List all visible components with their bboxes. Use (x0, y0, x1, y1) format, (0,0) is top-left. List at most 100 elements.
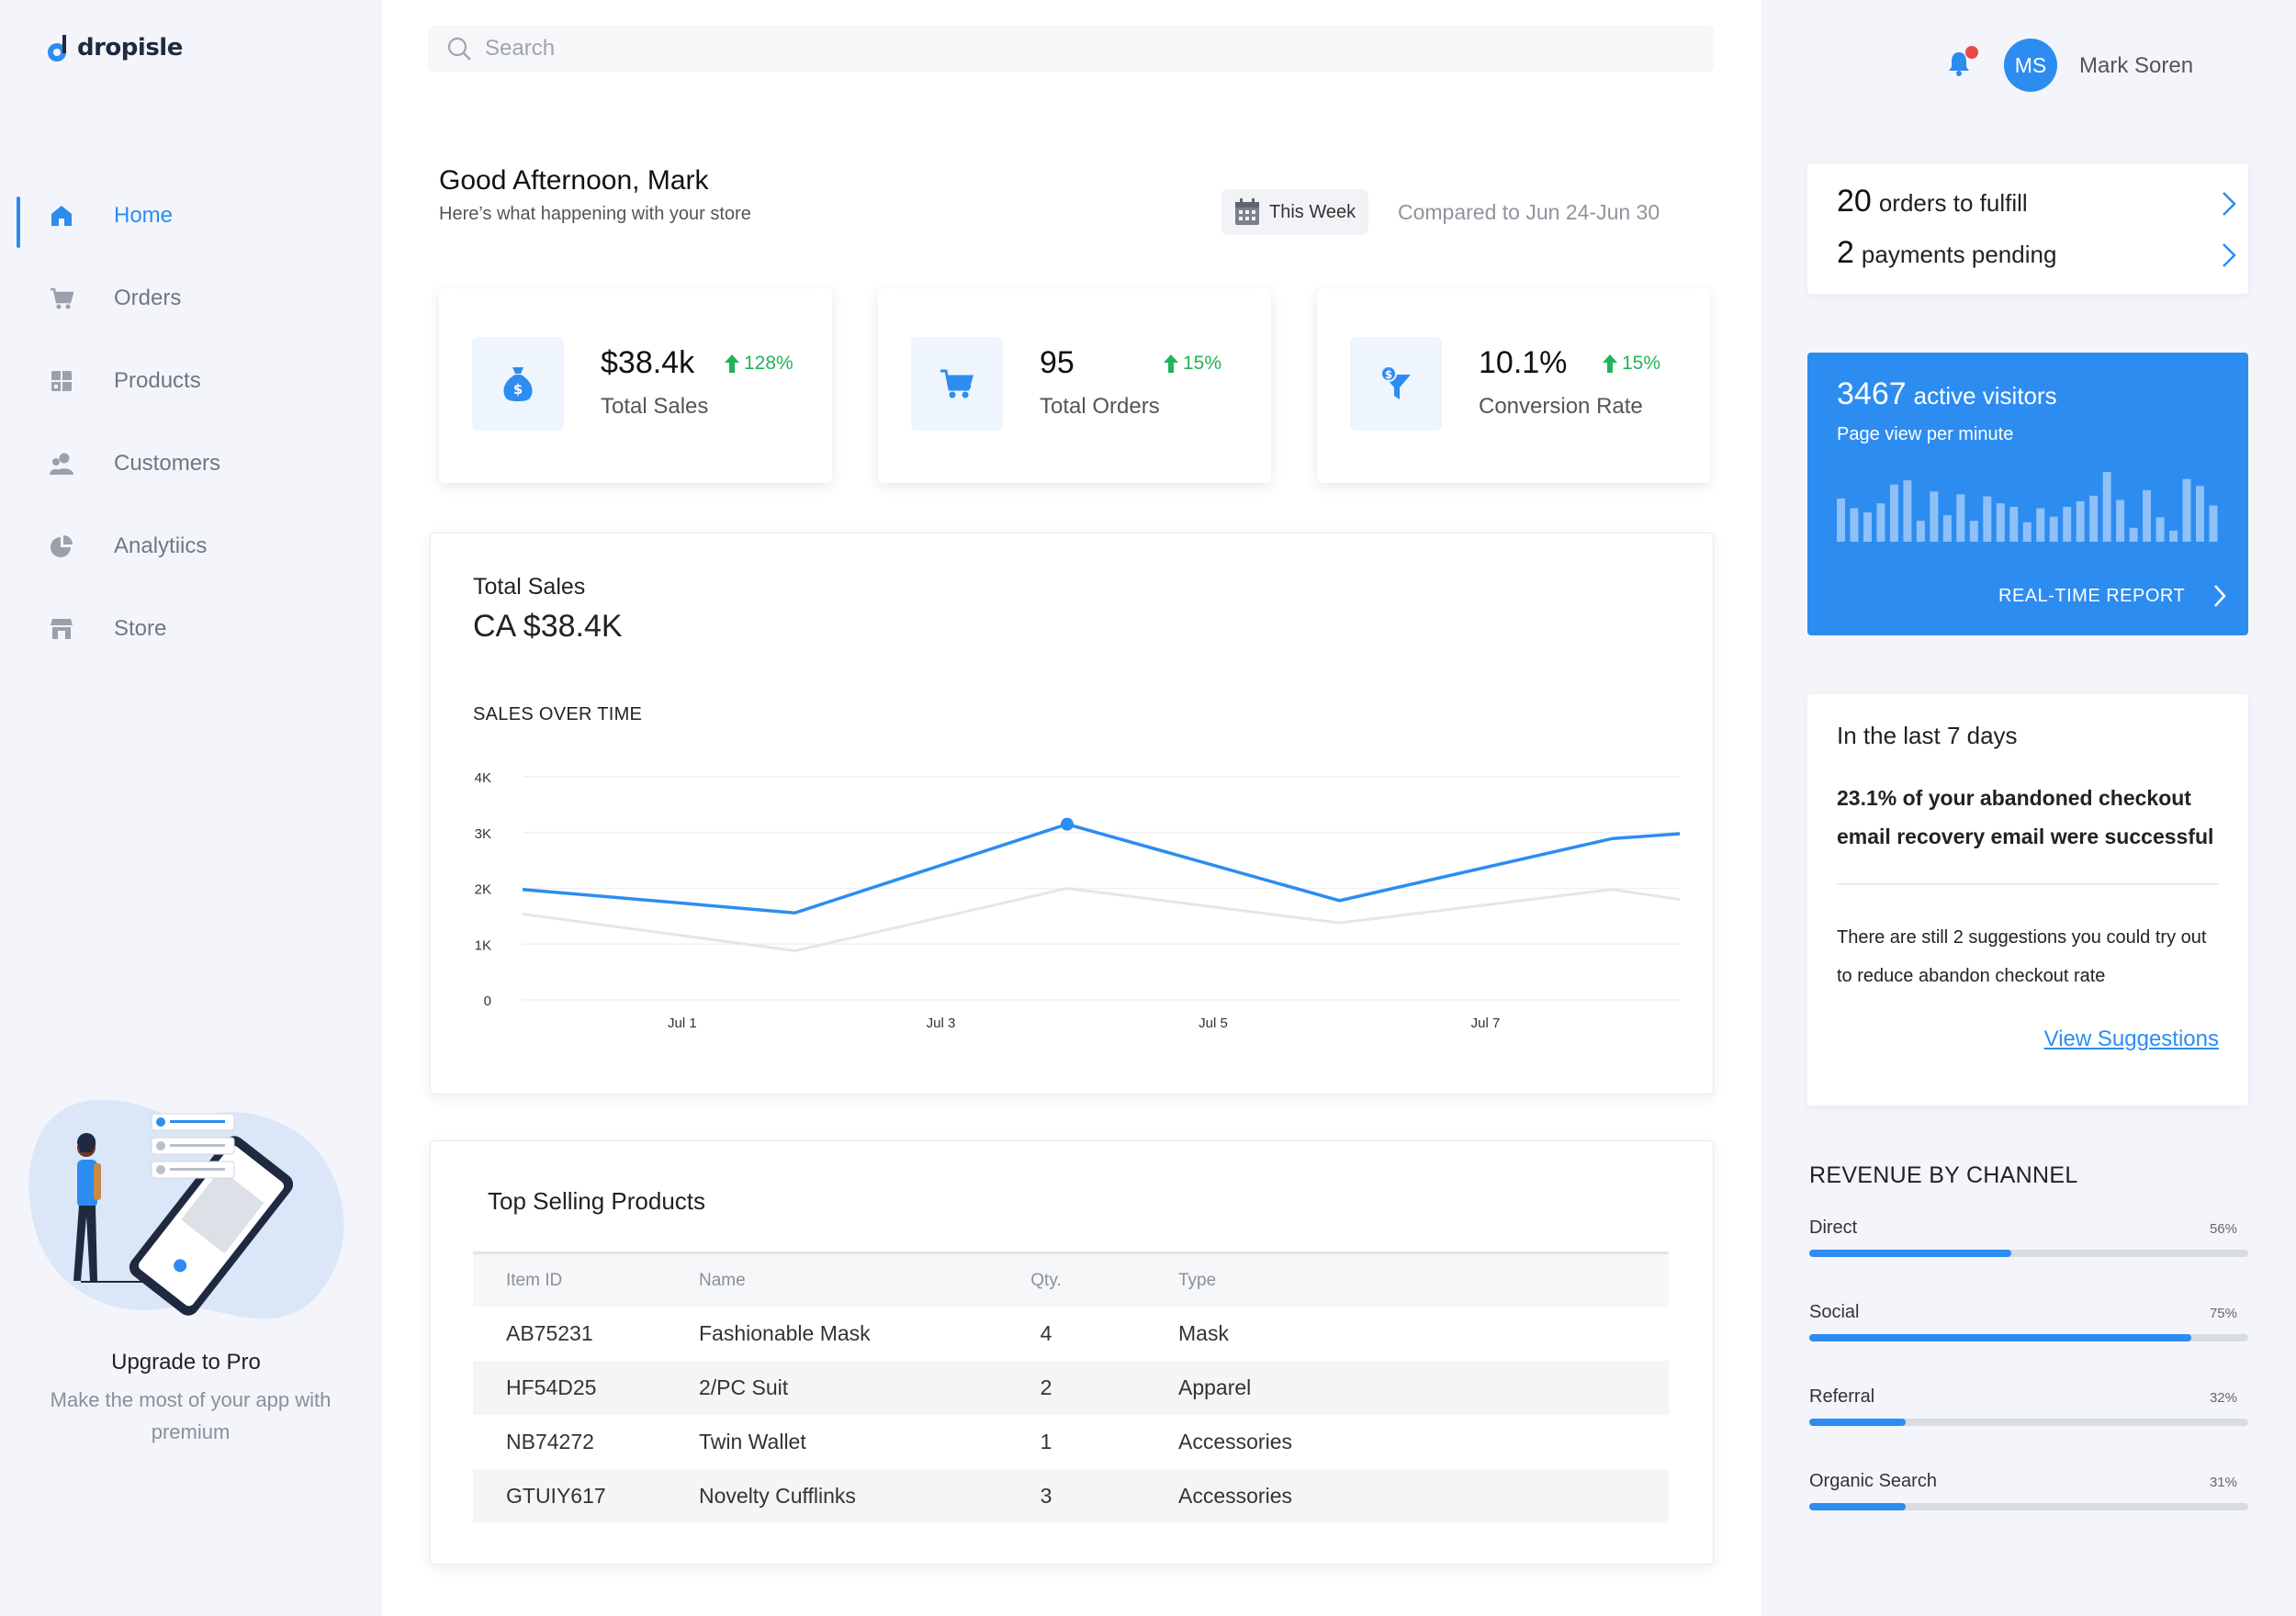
task-count: 2 (1837, 235, 1854, 270)
bell-icon (1949, 52, 1969, 76)
kpi-value: 95 (1040, 345, 1075, 380)
task-count: 20 (1837, 184, 1872, 219)
kpi-delta: 128% (724, 353, 793, 375)
channel-percent: 75% (2209, 1306, 2237, 1321)
y-tick-label: 3K (475, 826, 491, 842)
sidebar: dropisle Home Orders Products Customers (0, 0, 382, 1616)
pageview-bar (2129, 527, 2138, 542)
cell-type: Accessories (1178, 1484, 1292, 1508)
products-table: Item ID Name Qty. Type AB75231 Fashionab… (473, 1251, 1669, 1523)
cell-name: Twin Wallet (699, 1430, 806, 1453)
revenue-channel-referral: Referral 32% (1809, 1386, 2248, 1426)
kpi-value: $38.4k (601, 345, 695, 380)
pageview-bar (1930, 491, 1939, 542)
sidebar-item-label: Products (114, 368, 201, 393)
cell-name: Fashionable Mask (699, 1321, 871, 1345)
search-input[interactable] (485, 36, 1679, 62)
insight-text: There are still 2 suggestions you could … (1837, 927, 2207, 986)
sidebar-item-home[interactable]: Home (0, 174, 382, 257)
table-row[interactable]: AB75231 Fashionable Mask 4 Mask (473, 1307, 1669, 1361)
cart-icon (48, 285, 75, 312)
table-row[interactable]: GTUIY617 Novelty Cufflinks 3 Accessories (473, 1469, 1669, 1523)
channel-name: Social (1809, 1302, 1860, 1322)
top-selling-products-card: Top Selling Products Item ID Name Qty. T… (430, 1140, 1714, 1565)
greeting: Good Afternoon, Mark Here’s what happeni… (439, 165, 751, 225)
x-tick-label: Jul 1 (668, 1016, 697, 1031)
arrow-up-icon (725, 354, 739, 373)
channel-progress-track (1809, 1250, 2248, 1257)
search-icon (447, 37, 471, 61)
sidebar-item-products[interactable]: Products (0, 340, 382, 422)
x-tick-label: Jul 5 (1199, 1016, 1228, 1031)
pageview-bar (1889, 484, 1898, 542)
table-row[interactable]: HF54D25 2/PC Suit 2 Apparel (473, 1361, 1669, 1415)
promo-title: Upgrade to Pro (111, 1350, 261, 1375)
logo[interactable]: dropisle (46, 31, 183, 64)
insight-highlight: 23.1% of your abandoned checkout email r… (1837, 786, 2214, 848)
sidebar-item-label: Home (114, 203, 174, 228)
task-text: orders to fulfill (1878, 189, 2028, 217)
sidebar-item-label: Customers (114, 451, 221, 476)
notifications-button[interactable] (1945, 46, 1978, 82)
kpi-card-conversion-rate[interactable]: $ 10.1% Conversion Rate 15% (1317, 288, 1710, 483)
kpi-card-total-orders[interactable]: 95 Total Orders 15% (878, 288, 1271, 483)
promo-subtitle: Make the most of your app with premium (50, 1388, 332, 1443)
pageview-bar (2076, 500, 2085, 542)
realtime-report-link[interactable]: REAL-TIME REPORT (1998, 584, 2227, 608)
visitors-heading: 3467 active visitors (1837, 376, 2057, 412)
sidebar-item-label: Analytiics (114, 533, 208, 558)
svg-text:$: $ (513, 381, 523, 398)
cell-item-id: HF54D25 (506, 1375, 597, 1399)
sidebar-item-orders[interactable]: Orders (0, 257, 382, 340)
cell-type: Mask (1178, 1321, 1229, 1345)
column-header[interactable]: Item ID (506, 1270, 563, 1290)
users-icon (48, 450, 75, 477)
pageview-bar (1983, 496, 1992, 542)
brand-name: dropisle (77, 34, 183, 62)
y-tick-label: 2K (475, 882, 491, 898)
active-visitors-card: 3467 active visitors Page view per minut… (1807, 353, 2248, 635)
visitors-count: 3467 (1837, 376, 1907, 411)
kpi-delta: 15% (1163, 353, 1221, 375)
right-panel: MS Mark Soren 20 orders to fulfill 2 pay… (1761, 0, 2296, 1616)
pageview-bar (2209, 505, 2218, 542)
pageview-bar (2049, 516, 2058, 542)
chart-title: SALES OVER TIME (473, 704, 643, 724)
pageview-bar (2196, 486, 2205, 542)
column-header[interactable]: Type (1178, 1270, 1217, 1290)
home-icon (48, 202, 75, 230)
sidebar-item-store[interactable]: Store (0, 588, 382, 670)
column-header[interactable]: Name (699, 1270, 746, 1290)
search-bar[interactable] (428, 26, 1714, 72)
sidebar-item-customers[interactable]: Customers (0, 422, 382, 505)
pageview-bar (2036, 508, 2045, 542)
period-selector[interactable]: This Week (1221, 189, 1369, 235)
channel-name: Direct (1809, 1218, 1858, 1238)
pageview-bar (1942, 515, 1952, 542)
notification-badge (1965, 46, 1978, 59)
sales-total: CA $38.4K (473, 609, 623, 644)
pageview-bar (2022, 522, 2032, 542)
money-bag-icon: $ (472, 337, 564, 431)
avatar[interactable]: MS (2004, 39, 2057, 92)
column-header[interactable]: Qty. (1030, 1270, 1062, 1290)
highlight-point (1060, 817, 1074, 831)
sidebar-item-analytics[interactable]: Analytiics (0, 505, 382, 588)
channel-progress-track (1809, 1334, 2248, 1341)
pageview-bar (2143, 489, 2152, 542)
tasks-card: 20 orders to fulfill 2 payments pending (1807, 163, 2248, 294)
channel-percent: 31% (2209, 1475, 2237, 1490)
sidebar-item-label: Orders (114, 286, 182, 310)
payments-pending-link[interactable]: 2 payments pending (1837, 235, 2236, 271)
upgrade-promo[interactable]: Upgrade to Pro Make the most of your app… (28, 1088, 358, 1443)
kpi-card-total-sales[interactable]: $ $38.4k Total Sales 128% (439, 288, 832, 483)
chevron-right-icon (2223, 243, 2236, 267)
user-name[interactable]: Mark Soren (2079, 53, 2194, 78)
orders-to-fulfill-link[interactable]: 20 orders to fulfill (1837, 184, 2236, 219)
table-row[interactable]: NB74272 Twin Wallet 1 Accessories (473, 1415, 1669, 1469)
channel-progress-fill (1809, 1419, 1907, 1426)
sidebar-nav: Home Orders Products Customers Analytiic… (0, 174, 382, 670)
view-suggestions-link[interactable]: View Suggestions (2043, 1027, 2219, 1051)
pageview-bar (2009, 507, 2019, 542)
y-tick-label: 0 (484, 993, 491, 1009)
